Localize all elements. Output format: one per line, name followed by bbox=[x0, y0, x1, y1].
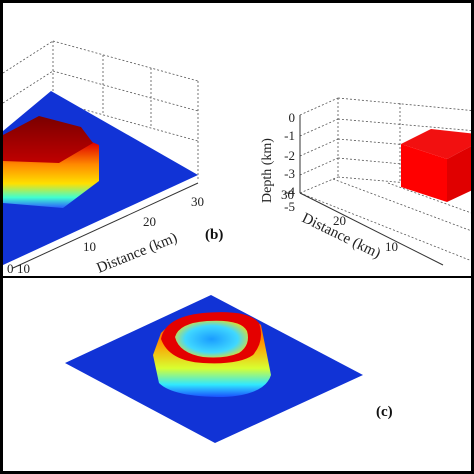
panel-b-x-axis-line bbox=[299, 192, 444, 266]
panel-b-block-top bbox=[401, 129, 471, 159]
panel-a-x-tick-0: 0 bbox=[7, 261, 14, 276]
panel-b-x-tick-20: 20 bbox=[333, 213, 346, 228]
panel-b-depth-tick-0: 0 bbox=[289, 110, 296, 125]
panel-b-block-front bbox=[401, 144, 447, 202]
panel-b-depth-tick-4: -4 bbox=[284, 184, 295, 199]
panel-c bbox=[65, 295, 363, 443]
panel-a: 0 10 10 20 30 Distance (km) bbox=[3, 40, 204, 277]
panel-b-block-side bbox=[447, 146, 471, 202]
figure-canvas: 0 10 10 20 30 Distance (km) (b) bbox=[3, 40, 471, 443]
panel-a-x-tick-0b: 10 bbox=[17, 261, 30, 276]
panel-a-anomaly-top bbox=[3, 116, 93, 163]
panel-a-x-tick-30: 30 bbox=[191, 194, 204, 209]
panel-a-x-tick-20: 20 bbox=[143, 214, 156, 229]
panel-b-depth-tick-3: -3 bbox=[284, 166, 295, 181]
panel-c-label: (c) bbox=[376, 404, 393, 420]
panel-b-depth-tick-1: -1 bbox=[284, 128, 295, 143]
panel-a-x-axis-label: Distance (km) bbox=[95, 230, 180, 277]
panel-b-x-tick-10: 10 bbox=[385, 239, 398, 254]
panel-b-depth-tick-2: -2 bbox=[284, 148, 295, 163]
panel-b-x-tick-30: 30 bbox=[281, 187, 294, 202]
panel-c-anomaly-inner bbox=[175, 320, 248, 358]
panel-b: 0 -1 -2 -3 -4 -5 Depth (km) 30 20 10 Dis… bbox=[260, 97, 471, 266]
panel-b-depth-axis-label: Depth (km) bbox=[260, 138, 275, 203]
panel-a-x-tick-10: 10 bbox=[83, 239, 96, 254]
panel-a-x-axis-line bbox=[12, 182, 199, 269]
panel-b-depth-tick-5: -5 bbox=[284, 199, 295, 214]
panel-b-label: (b) bbox=[205, 227, 223, 243]
